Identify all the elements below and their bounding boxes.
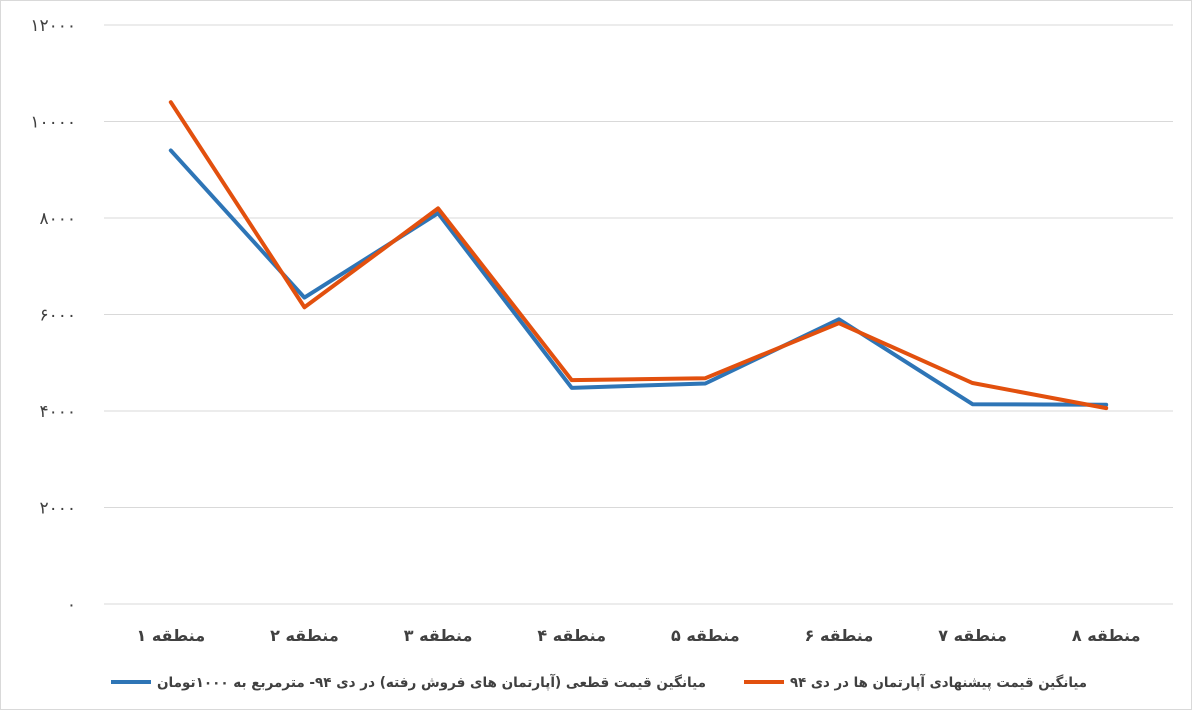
data-point xyxy=(838,322,840,324)
x-category-label: منطقه ۵ xyxy=(671,626,740,645)
data-point xyxy=(170,101,172,103)
legend-label-2: میانگین قیمت پیشنهادی آپارتمان ها در دی … xyxy=(790,673,1087,691)
gridlines xyxy=(104,24,1173,605)
data-point xyxy=(571,379,573,381)
y-tick-label: ۱۲۰۰۰ xyxy=(30,16,76,36)
data-point xyxy=(972,403,974,405)
series-line-1 xyxy=(168,148,1109,407)
data-point xyxy=(972,382,974,384)
x-category-label: منطقه ۴ xyxy=(537,626,606,645)
x-axis-categories: منطقه ۱ منطقه ۲ منطقه ۳ منطقه ۴ منطقه ۵ منطقه… xyxy=(137,626,1141,645)
y-tick-label: ۲۰۰۰ xyxy=(39,499,76,519)
y-tick-label: ۴۰۰۰ xyxy=(39,402,76,422)
x-category-label: منطقه ۳ xyxy=(404,626,473,645)
data-point xyxy=(303,306,305,308)
data-point xyxy=(170,149,172,151)
x-category-label: منطقه ۱ xyxy=(137,626,206,645)
data-point xyxy=(704,377,706,379)
data-point xyxy=(437,212,439,214)
series-lines xyxy=(168,100,1109,411)
y-tick-label: ۸۰۰۰ xyxy=(39,209,76,229)
data-point xyxy=(571,387,573,389)
data-point xyxy=(1105,407,1107,409)
x-category-label: منطقه ۶ xyxy=(805,626,874,645)
legend: میانگین قیمت قطعی (آپارتمان های فروش رفت… xyxy=(111,673,1087,691)
y-tick-label: ۶۰۰۰ xyxy=(39,306,76,326)
data-point xyxy=(704,382,706,384)
series-line-2 xyxy=(168,100,1109,411)
data-point xyxy=(1105,404,1107,406)
x-category-label: منطقه ۲ xyxy=(270,626,339,645)
x-category-label: منطقه ۸ xyxy=(1072,626,1141,645)
data-point xyxy=(303,297,305,299)
x-category-label: منطقه ۷ xyxy=(938,626,1007,645)
data-point xyxy=(838,318,840,320)
y-axis-ticks: ۰ ۲۰۰۰ ۴۰۰۰ ۶۰۰۰ ۸۰۰۰ ۱۰۰۰۰ ۱۲۰۰۰ xyxy=(30,16,76,615)
y-tick-label: ۰ xyxy=(67,595,76,615)
y-tick-label: ۱۰۰۰۰ xyxy=(30,113,76,133)
legend-label-1: میانگین قیمت قطعی (آپارتمان های فروش رفت… xyxy=(157,673,706,691)
data-point xyxy=(437,207,439,209)
